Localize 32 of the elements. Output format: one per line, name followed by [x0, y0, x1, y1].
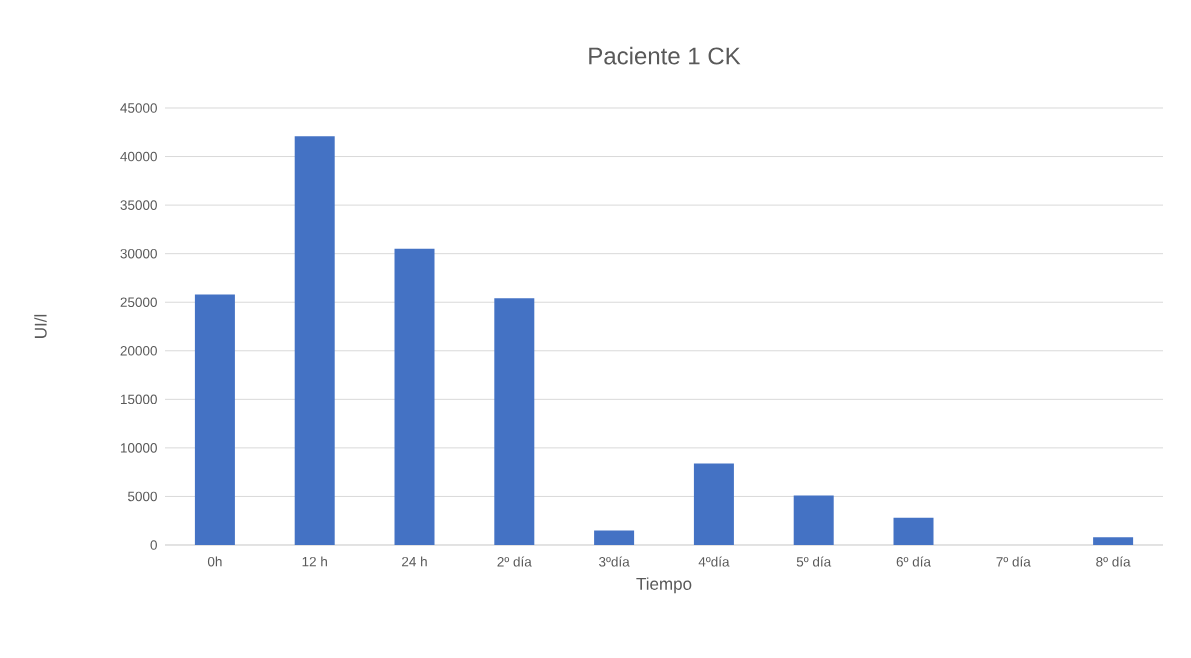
bar	[893, 517, 934, 545]
chart-title: Paciente 1 CK	[589, 46, 741, 65]
x-tick-label: 7º día	[996, 556, 1031, 567]
bar	[394, 248, 435, 545]
bar	[1093, 537, 1134, 545]
x-tick-label: 8º día	[1096, 556, 1131, 567]
y-tick-label: 45000	[120, 103, 157, 113]
y-axis-title: UI/l	[34, 314, 47, 338]
x-tick-label: 24 h	[402, 556, 427, 567]
bar	[294, 136, 335, 545]
x-tick-label: 5º día	[796, 556, 832, 567]
bar	[494, 298, 535, 545]
x-tick-label: 4ºdía	[698, 556, 730, 567]
x-axis-title: Tiempo	[636, 577, 692, 594]
bar	[194, 294, 235, 545]
y-tick-label: 0	[150, 540, 157, 550]
bar	[594, 530, 635, 545]
y-tick-label: 25000	[120, 297, 157, 307]
y-tick-label: 15000	[120, 394, 157, 405]
x-tick-label: 6º día	[896, 556, 931, 567]
bar	[793, 495, 834, 545]
x-tick-label: 3ºdía	[599, 556, 630, 567]
y-tick-label: 10000	[120, 443, 157, 453]
bar	[693, 463, 734, 545]
y-tick-label: 30000	[120, 248, 157, 259]
y-tick-label: 5000	[128, 491, 157, 502]
x-tick-label: 0h	[207, 556, 222, 567]
x-tick-label: 2º día	[497, 556, 532, 567]
y-tick-label: 20000	[120, 346, 157, 356]
x-tick-label: 12 h	[302, 556, 327, 567]
y-tick-label: 35000	[120, 200, 157, 210]
y-tick-label: 40000	[120, 151, 157, 162]
